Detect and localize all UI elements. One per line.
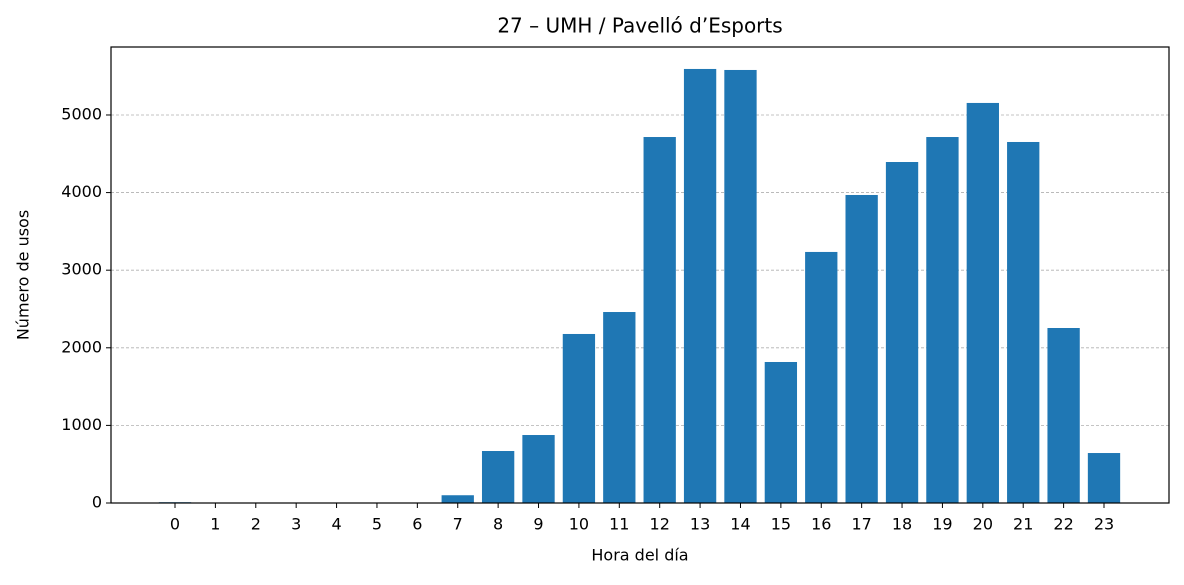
x-tick-label: 5 xyxy=(372,515,382,534)
bar xyxy=(684,69,716,503)
x-tick-label: 13 xyxy=(690,515,710,534)
x-tick-label: 2 xyxy=(251,515,261,534)
y-tick-label: 5000 xyxy=(61,104,102,123)
bar xyxy=(644,137,676,503)
bar xyxy=(1047,328,1079,503)
y-tick-label: 4000 xyxy=(61,182,102,201)
x-tick-label: 11 xyxy=(609,515,629,534)
x-tick-label: 12 xyxy=(650,515,670,534)
x-tick-label: 7 xyxy=(453,515,463,534)
x-tick-label: 8 xyxy=(493,515,503,534)
x-axis-label: Hora del día xyxy=(591,546,688,565)
bar xyxy=(1088,453,1120,503)
bar xyxy=(967,103,999,503)
bar xyxy=(442,495,474,503)
x-tick-label: 4 xyxy=(331,515,341,534)
x-tick-label: 1 xyxy=(210,515,220,534)
bar xyxy=(805,252,837,503)
bar xyxy=(482,451,514,503)
x-tick-label: 14 xyxy=(730,515,750,534)
bar xyxy=(724,70,756,503)
bar xyxy=(522,435,554,503)
y-tick-label: 3000 xyxy=(61,260,102,279)
x-tick-label: 15 xyxy=(771,515,791,534)
x-tick-label: 20 xyxy=(973,515,993,534)
x-tick-label: 18 xyxy=(892,515,912,534)
bar xyxy=(603,312,635,503)
bar xyxy=(886,162,918,503)
bar xyxy=(1007,142,1039,503)
x-tick-label: 21 xyxy=(1013,515,1033,534)
x-tick-label: 17 xyxy=(851,515,871,534)
x-tick-label: 6 xyxy=(412,515,422,534)
y-tick-label: 0 xyxy=(92,493,102,512)
bar xyxy=(926,137,958,503)
x-tick-label: 0 xyxy=(170,515,180,534)
chart-title: 27 – UMH / Pavelló d’Esports xyxy=(497,14,782,38)
y-axis-label: Número de usos xyxy=(14,210,33,340)
x-tick-label: 3 xyxy=(291,515,301,534)
x-tick-label: 10 xyxy=(569,515,589,534)
bar xyxy=(845,195,877,503)
x-tick-label: 23 xyxy=(1094,515,1114,534)
y-tick-label: 1000 xyxy=(61,415,102,434)
x-tick-label: 9 xyxy=(533,515,543,534)
x-tick-label: 22 xyxy=(1053,515,1073,534)
y-tick-label: 2000 xyxy=(61,337,102,356)
bar xyxy=(563,334,595,503)
x-tick-label: 16 xyxy=(811,515,831,534)
bar xyxy=(765,362,797,503)
x-tick-label: 19 xyxy=(932,515,952,534)
